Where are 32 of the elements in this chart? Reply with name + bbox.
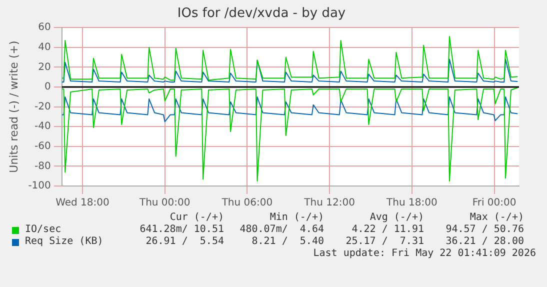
y-tick-label: 60	[38, 22, 51, 34]
x-tick-label: Thu 18:00	[386, 198, 438, 209]
chart-title: IOs for /dev/xvda - by day	[177, 6, 346, 22]
y-tick-label: 40	[38, 42, 51, 53]
y-tick-label: -80	[34, 160, 51, 172]
text: 4.22 / 11.91	[350, 224, 424, 236]
text: 94.57 / 50.76	[444, 224, 524, 236]
legend-label: Req Size (KB)	[25, 236, 104, 248]
text: 25.17 / 7.31	[344, 236, 424, 248]
text: 36.21 / 28.00	[444, 236, 524, 248]
text: 26.91 / 5.54	[144, 236, 224, 248]
y-tick-label: -60	[34, 140, 51, 152]
text: Max (-/+)	[468, 212, 524, 224]
y-tick-label: -20	[34, 101, 51, 112]
y-tick-label: -100	[28, 180, 51, 192]
text: 8.21 / 5.40	[250, 236, 324, 248]
text: Avg (-/+)	[368, 212, 424, 224]
text: Cur (-/+)	[168, 212, 224, 224]
x-tick-label: Thu 12:00	[303, 198, 355, 209]
text: 641.28m/ 10.51	[138, 224, 224, 236]
y-tick-label: 20	[38, 62, 51, 73]
y-tick-label: 0	[44, 82, 51, 93]
x-tick-label: Thu 06:00	[220, 198, 273, 209]
y-tick-label: -40	[34, 121, 51, 132]
x-tick-label: Fri 00:00	[472, 198, 516, 209]
x-tick-label: Thu 00:00	[138, 198, 190, 209]
legend-label: IO/sec	[25, 224, 62, 236]
text: Last update: Fri May 22 01:41:09 2026	[312, 248, 536, 260]
text: 480.07m/ 4.64	[238, 224, 324, 236]
text: Min (-/+)	[268, 212, 324, 224]
x-tick-label: Wed 18:00	[56, 198, 110, 209]
y-axis-title: Units read (-) / write (+)	[7, 40, 20, 173]
